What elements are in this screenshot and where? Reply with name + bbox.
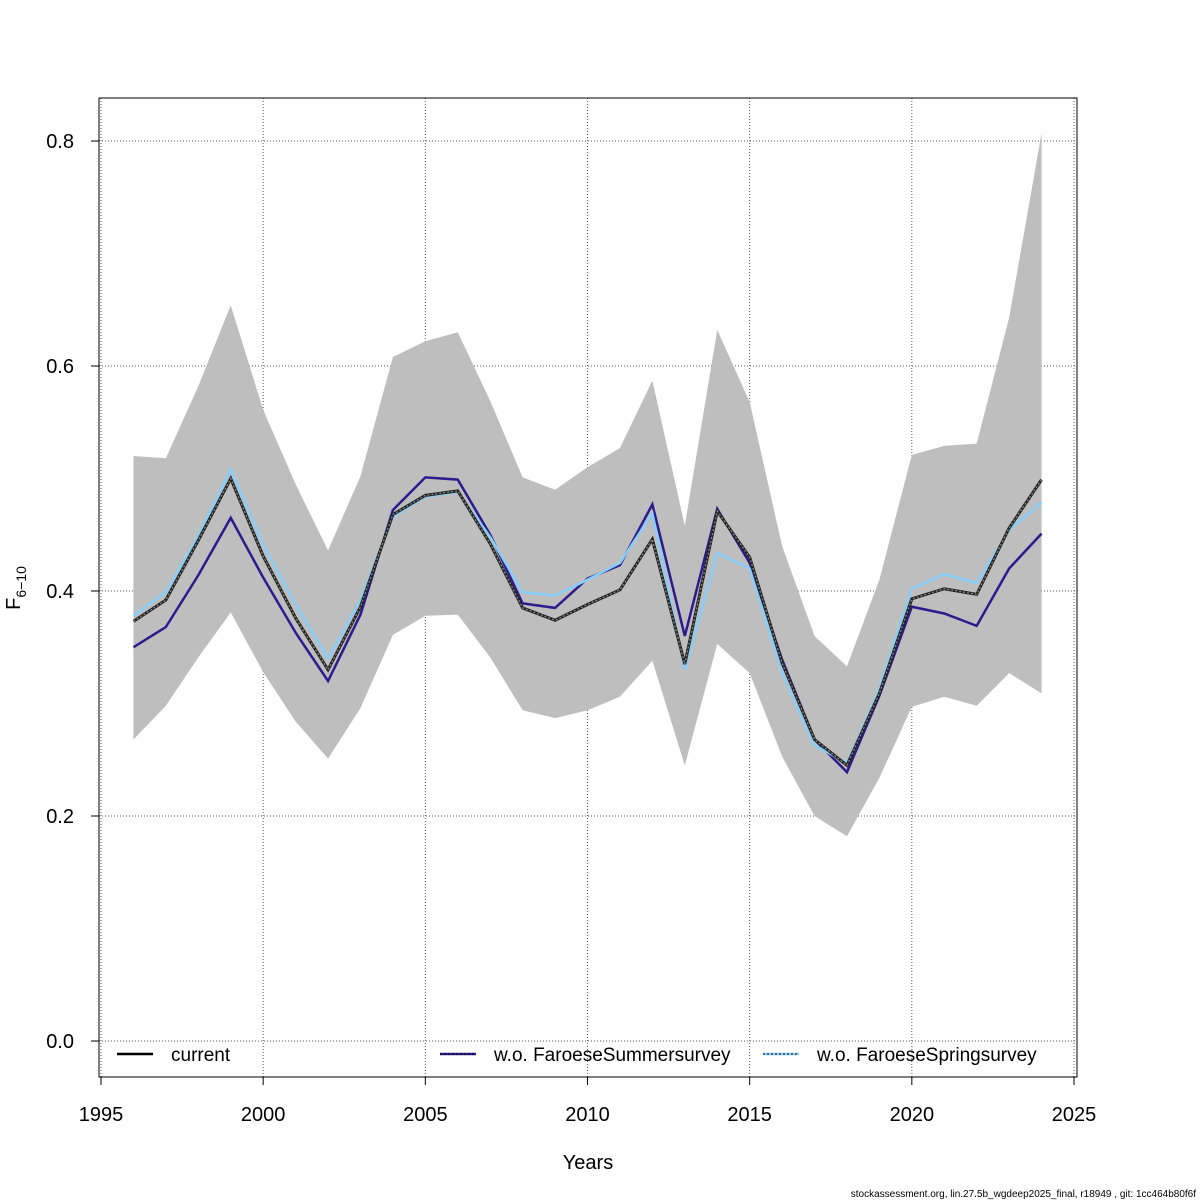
y-axis: 0.0 0.2 0.4 0.6 0.8 [46,131,100,1053]
y-tick-label: 0.8 [46,131,74,153]
x-tick-label: 1995 [79,1104,124,1126]
y-tick-label: 0.2 [46,806,74,828]
legend-label-spring-survey: w.o. FaroeseSpringsurvey [816,1045,1037,1066]
series-line-current-dash [133,476,1043,767]
y-axis-title-subscript: 6−10 [13,566,29,598]
legend-label-summer-survey: w.o. FaroeseSummersurvey [493,1045,731,1066]
confidence-band [133,133,1042,837]
x-tick-label: 2020 [890,1104,935,1126]
y-axis-title-main: F [3,598,25,610]
y-tick-label: 0.4 [46,581,74,603]
series-line-spring-survey [132,466,1043,765]
x-tick-label: 2000 [241,1104,286,1126]
legend-label-current: current [171,1045,231,1066]
legend: current w.o. FaroeseSummersurvey w.o. Fa… [117,1045,1037,1066]
series-layer [132,466,1043,775]
footnote: stockassessment.org, lin.27.5b_wgdeep202… [851,1189,1196,1200]
x-tick-label: 2010 [565,1104,610,1126]
y-tick-label: 0.0 [46,1031,74,1053]
x-tick-label: 2025 [1052,1104,1097,1126]
y-tick-label: 0.6 [46,356,74,378]
x-axis: 1995 2000 2005 2010 2015 2020 2025 [79,1076,1097,1126]
confidence-band-layer [133,133,1042,837]
x-axis-title: Years [563,1152,613,1174]
x-tick-label: 2005 [403,1104,448,1126]
x-tick-label: 2015 [727,1104,772,1126]
y-axis-title: F6−10 [3,566,29,610]
